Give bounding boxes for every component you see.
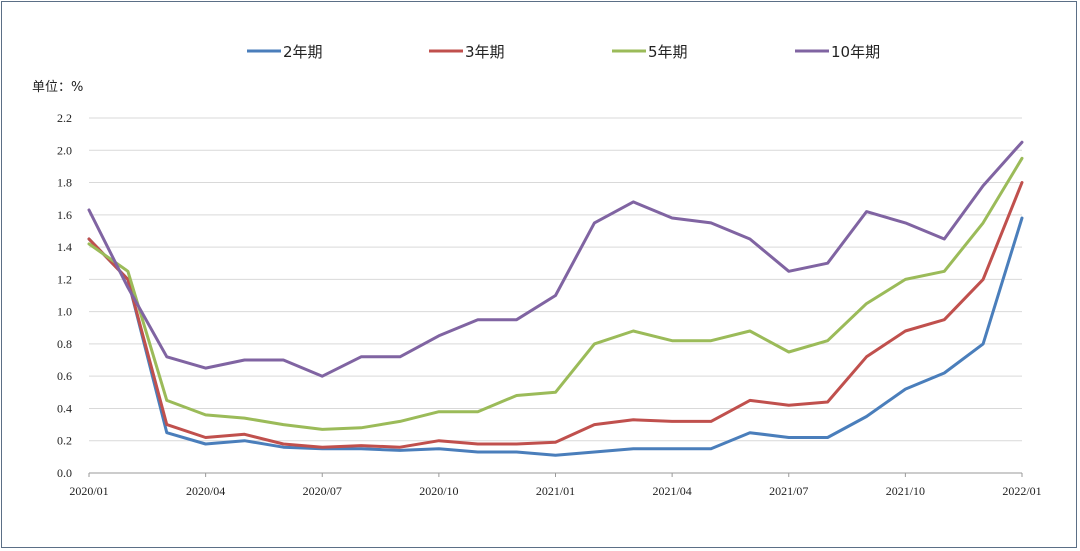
x-axis-ticks: 2020/01 2020/04 2020/07 2020/10 2021/01 2021/… (69, 473, 1042, 498)
y-tick-label: 2.0 (57, 143, 72, 157)
x-tick-label: 2020/01 (69, 484, 108, 498)
y-tick-label: 1.2 (57, 272, 72, 286)
legend-label: 2年期 (283, 43, 323, 61)
y-tick-label: 1.6 (57, 208, 72, 222)
legend: 2年期 3年期 5年期 10年期 (247, 43, 880, 61)
unit-label: 单位：% (32, 80, 83, 95)
series-line-3 (87, 156, 1024, 431)
series-line-1 (87, 216, 1024, 457)
y-tick-label: 2.2 (57, 111, 72, 125)
y-tick-label: 1.8 (57, 176, 72, 190)
series-lines (87, 140, 1024, 457)
x-tick-label: 2021/07 (769, 484, 808, 498)
y-axis-ticks: 0.0 0.2 0.4 0.6 0.8 1.0 1.2 1.4 1.6 1.8 2.0 2.2 (57, 111, 72, 480)
x-tick-label: 2020/04 (186, 484, 225, 498)
x-tick-label: 2022/01 (1002, 484, 1041, 498)
y-tick-label: 0.8 (57, 337, 72, 351)
y-tick-label: 1.4 (57, 240, 72, 254)
y-tick-label: 0.6 (57, 369, 72, 383)
series-line-2 (87, 181, 1024, 449)
y-tick-label: 0.4 (57, 401, 72, 415)
legend-label: 3年期 (465, 43, 505, 61)
x-tick-label: 2021/04 (652, 484, 691, 498)
y-tick-label: 1.0 (57, 305, 72, 319)
y-tick-label: 0.2 (57, 434, 72, 448)
x-tick-label: 2020/07 (303, 484, 342, 498)
y-tick-label: 0.0 (57, 466, 72, 480)
legend-label: 10年期 (831, 43, 880, 61)
x-tick-label: 2021/10 (886, 484, 925, 498)
legend-label: 5年期 (648, 43, 688, 61)
x-tick-label: 2021/01 (536, 484, 575, 498)
x-tick-label: 2020/10 (419, 484, 458, 498)
series-line-4 (87, 140, 1024, 378)
